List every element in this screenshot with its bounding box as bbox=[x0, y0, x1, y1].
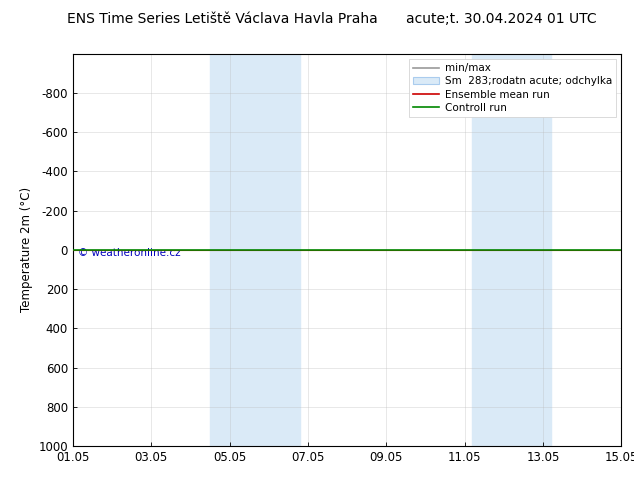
Legend: min/max, Sm  283;rodatn acute; odchylka, Ensemble mean run, Controll run: min/max, Sm 283;rodatn acute; odchylka, … bbox=[410, 59, 616, 117]
Bar bbox=[210, 54, 300, 446]
Bar bbox=[472, 54, 551, 446]
Y-axis label: Temperature 2m (°C): Temperature 2m (°C) bbox=[20, 187, 33, 313]
Text: acute;t. 30.04.2024 01 UTC: acute;t. 30.04.2024 01 UTC bbox=[406, 12, 596, 26]
Text: ENS Time Series Letiště Václava Havla Praha: ENS Time Series Letiště Václava Havla Pr… bbox=[67, 12, 377, 26]
Text: © weatheronline.cz: © weatheronline.cz bbox=[79, 248, 181, 258]
